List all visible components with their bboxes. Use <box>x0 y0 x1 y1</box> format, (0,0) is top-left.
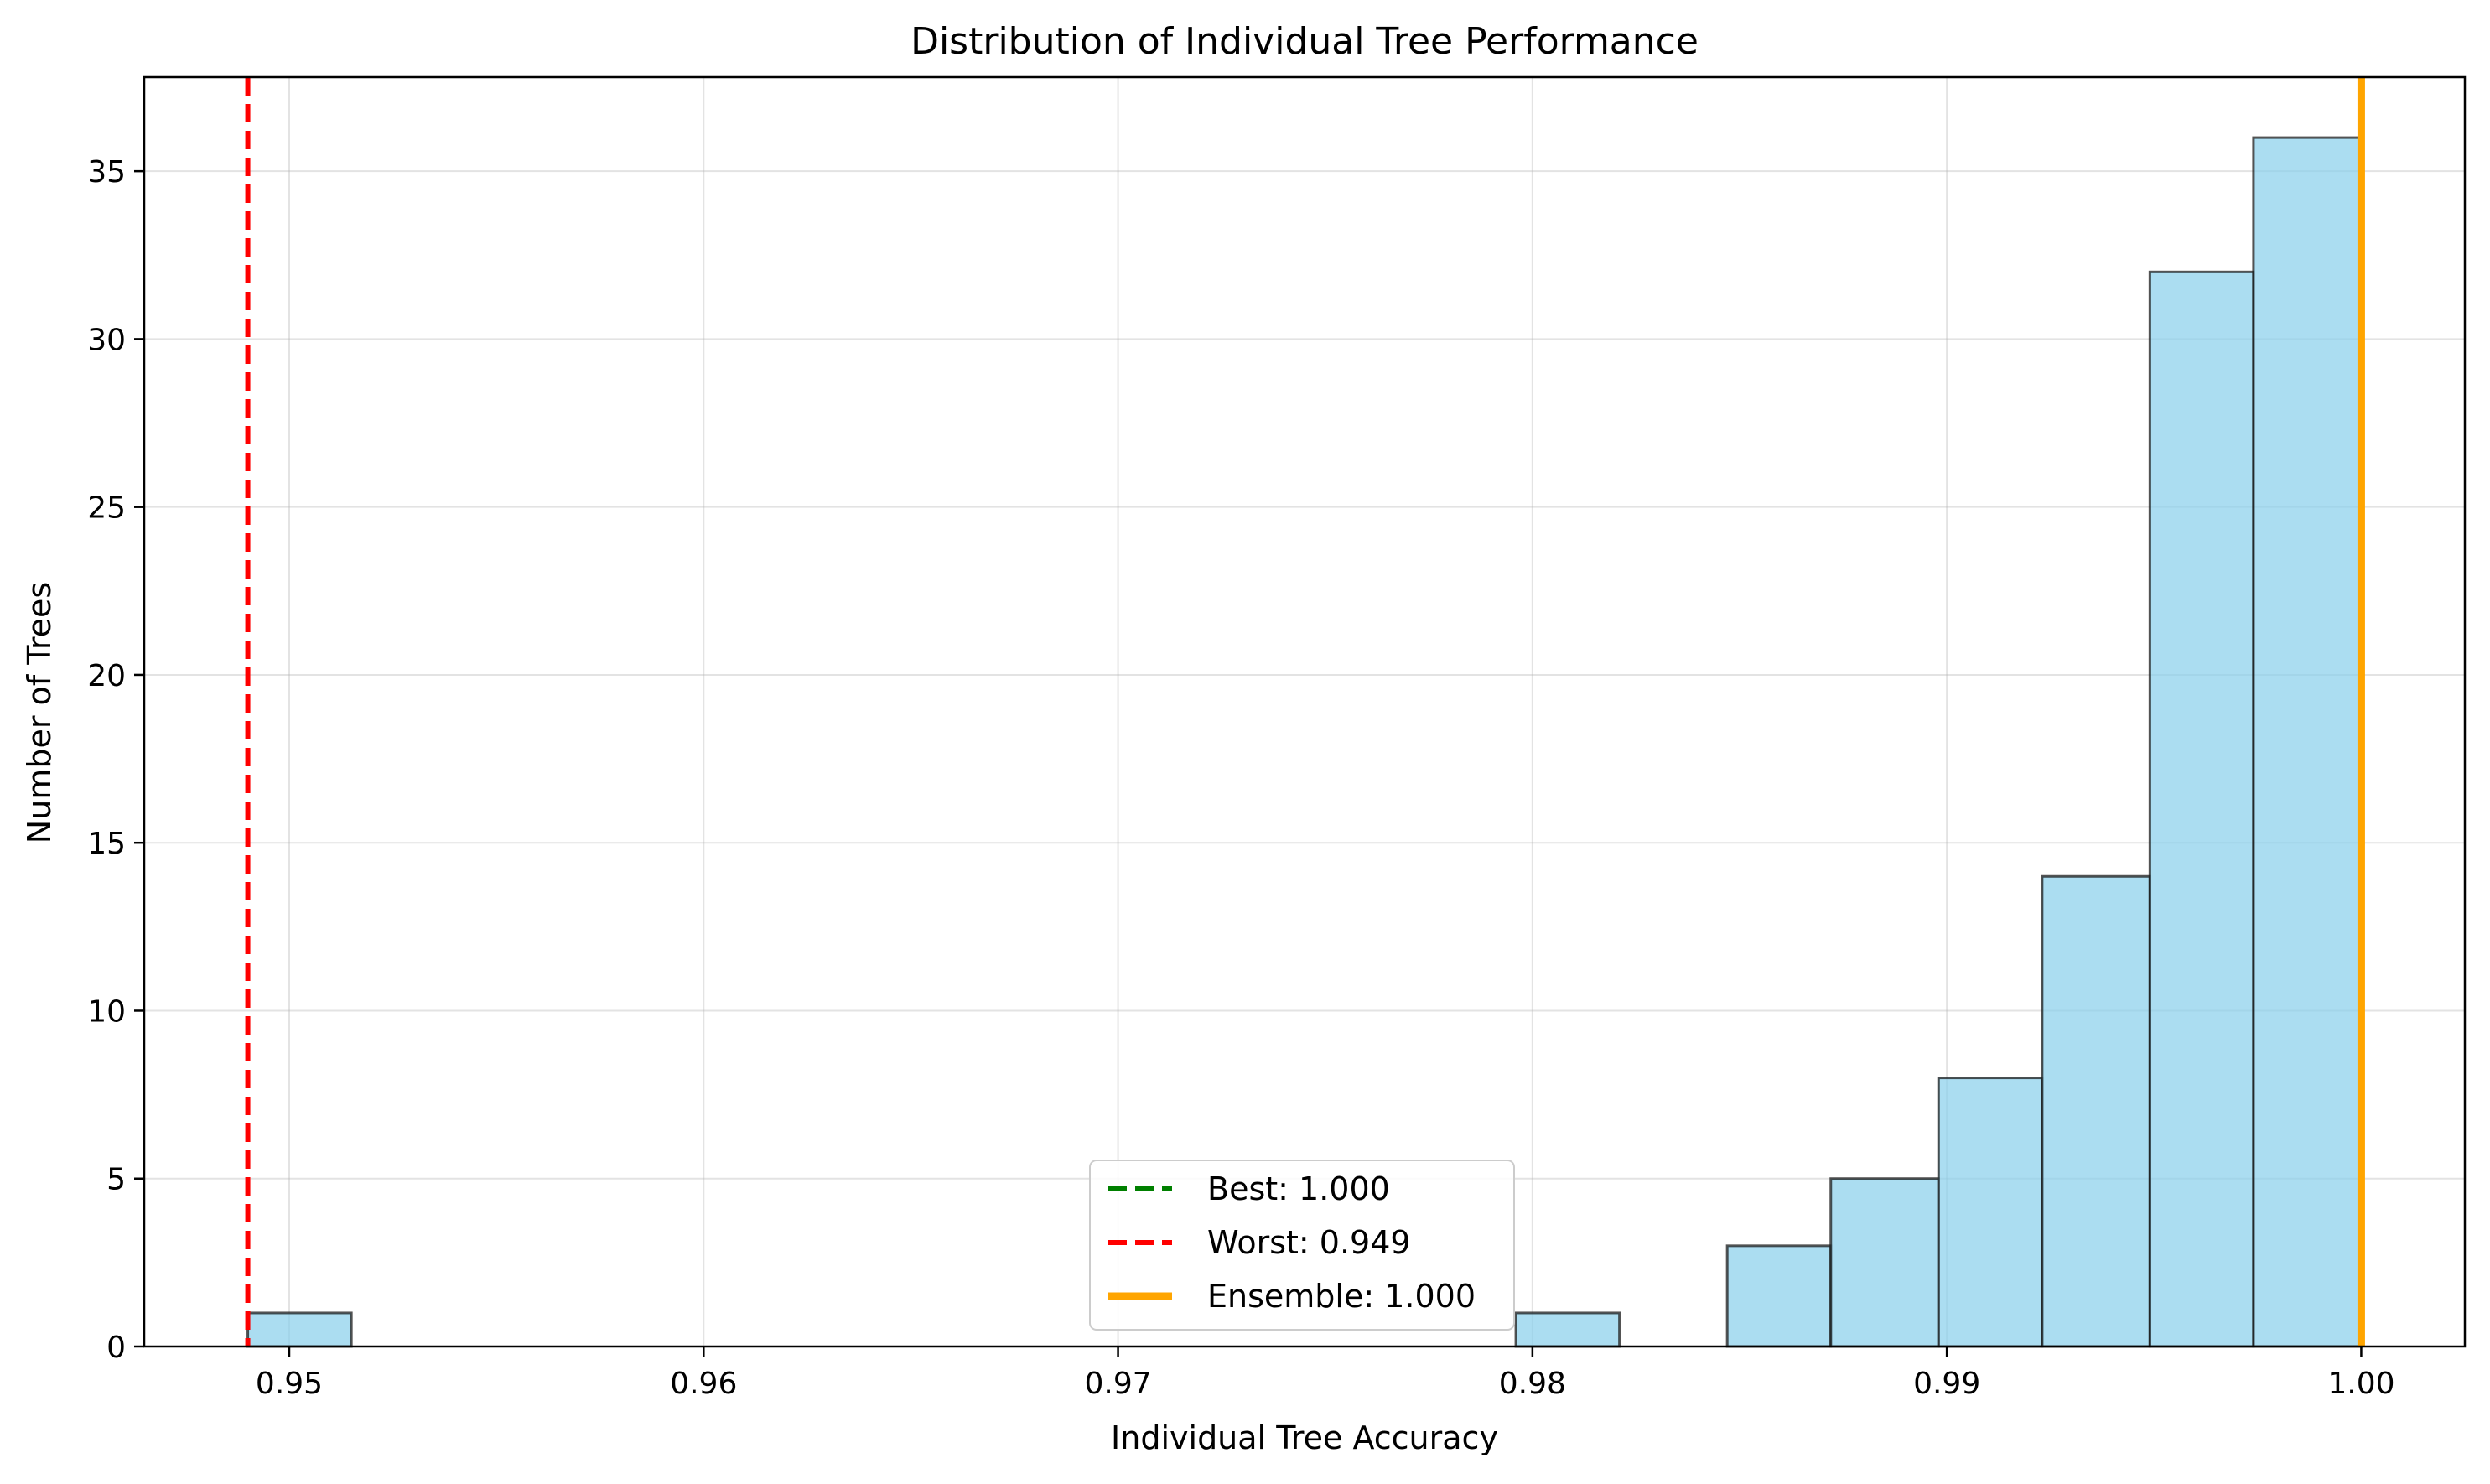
y-tick-label: 10 <box>87 994 126 1029</box>
y-tick-label: 15 <box>87 827 126 861</box>
plot-area-frame <box>143 75 2467 1348</box>
legend-label-ensemble: Ensemble: 1.000 <box>1207 1278 1476 1315</box>
legend: Best: 1.000 Worst: 0.949 Ensemble: 1.000 <box>1089 1160 1515 1331</box>
grid-layer <box>144 77 2465 1347</box>
bar-layer <box>246 136 2363 1348</box>
histogram-bar <box>246 1311 353 1348</box>
chart-title: Distribution of Individual Tree Performa… <box>910 20 1699 63</box>
x-tick-label: 0.95 <box>256 1367 323 1401</box>
histogram-bar <box>1829 1177 1940 1348</box>
x-tick-label: 0.97 <box>1084 1367 1151 1401</box>
y-tick-label: 5 <box>106 1163 126 1197</box>
x-tick-label: 0.99 <box>1913 1367 1980 1401</box>
histogram-bar <box>1514 1311 1621 1348</box>
y-tick-label: 30 <box>87 323 126 357</box>
reference-line-layer <box>245 77 2365 1346</box>
y-tick-label: 25 <box>87 491 126 526</box>
histogram-bar <box>2148 270 2255 1348</box>
tick-layer: 0.95 0.96 0.97 0.98 0.99 1.00 0 5 10 15 20 25 30 35 <box>87 155 2394 1401</box>
x-tick-label: 0.96 <box>670 1367 737 1401</box>
legend-box <box>1089 1160 1515 1331</box>
legend-label-worst: Worst: 0.949 <box>1207 1224 1411 1261</box>
y-tick-label: 0 <box>106 1331 126 1365</box>
y-tick-label: 35 <box>87 155 126 189</box>
histogram-bar <box>2252 136 2363 1348</box>
x-tick-label: 0.98 <box>1499 1367 1566 1401</box>
y-axis-label: Number of Trees <box>21 582 58 843</box>
histogram-bar <box>2041 874 2151 1348</box>
histogram-bar <box>1937 1077 2044 1348</box>
x-axis-label: Individual Tree Accuracy <box>1111 1419 1498 1456</box>
legend-label-best: Best: 1.000 <box>1207 1170 1390 1207</box>
histogram-bar <box>1725 1244 1833 1348</box>
y-tick-label: 20 <box>87 659 126 693</box>
x-tick-label: 1.00 <box>2327 1367 2394 1401</box>
